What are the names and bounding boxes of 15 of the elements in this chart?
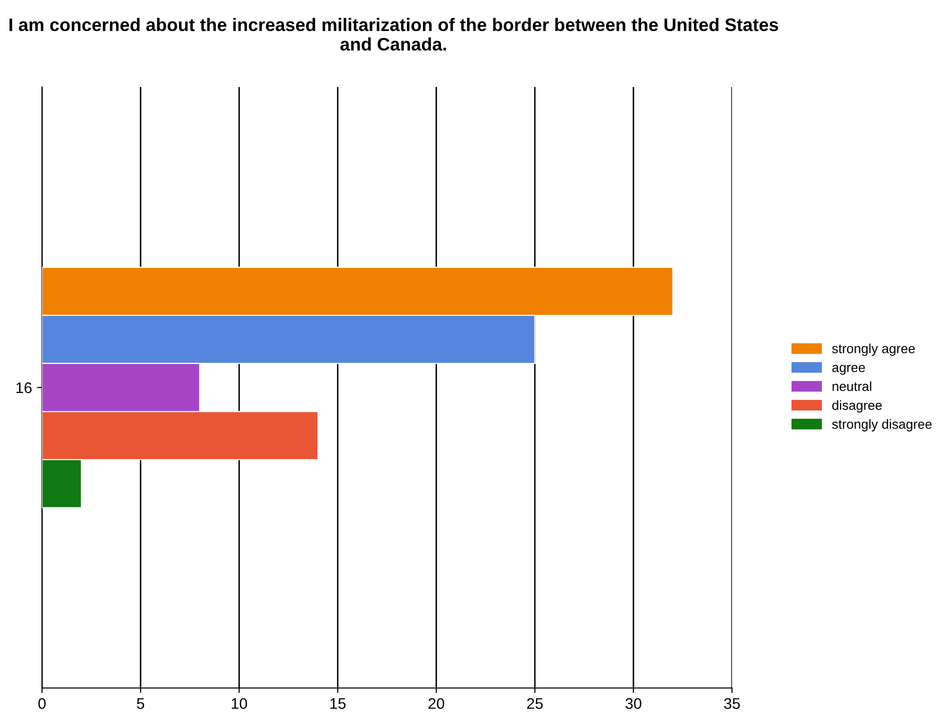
x-tick-label: 35 [724,698,740,709]
x-tick-label: 15 [330,698,346,709]
x-tick-label: 5 [136,698,144,709]
x-tick-label: 0 [38,698,46,709]
y-tick-label: 16 [16,382,32,394]
x-tick-label: 20 [428,698,444,709]
legend-label: neutral [832,381,872,392]
chart-title: I am concerned about the increased militarization of the border between the United States and Canada. [10,18,778,51]
x-tick-label: 30 [626,698,642,709]
legend-label: agree [832,364,865,375]
x-tick-label: 25 [527,698,543,709]
x-tick-label: 10 [232,698,248,709]
legend-label: strongly agree [832,344,915,356]
legend-label: strongly disagree [832,419,932,432]
legend-label: disagree [832,400,882,413]
